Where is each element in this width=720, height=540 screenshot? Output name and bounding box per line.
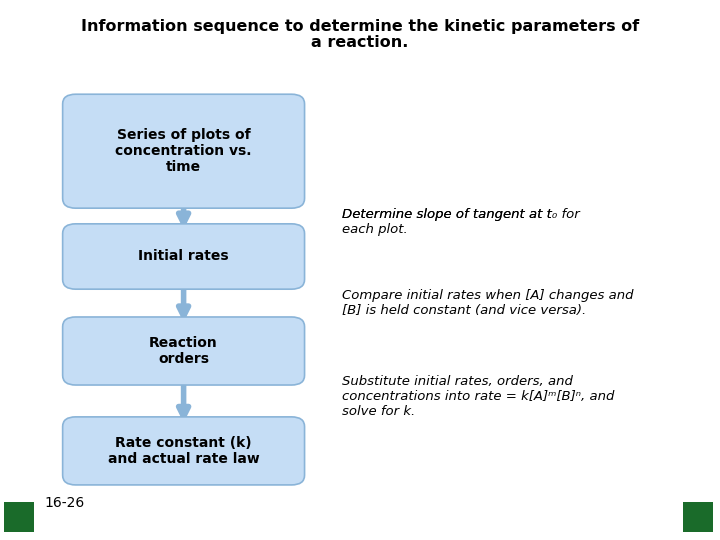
Text: Substitute initial rates, orders, and
concentrations into rate = k[A]ᵐ[B]ⁿ, and
: Substitute initial rates, orders, and co… bbox=[342, 375, 614, 418]
FancyBboxPatch shape bbox=[63, 417, 305, 485]
Text: Rate constant (k)
and actual rate law: Rate constant (k) and actual rate law bbox=[108, 436, 259, 466]
Text: Determine slope of tangent at t: Determine slope of tangent at t bbox=[342, 208, 552, 221]
Text: a reaction.: a reaction. bbox=[311, 35, 409, 50]
Text: Determine slope of tangent at t₀ for
each plot.: Determine slope of tangent at t₀ for eac… bbox=[342, 208, 580, 236]
FancyBboxPatch shape bbox=[4, 502, 34, 532]
FancyBboxPatch shape bbox=[63, 94, 305, 208]
FancyBboxPatch shape bbox=[683, 502, 713, 532]
Text: Reaction
orders: Reaction orders bbox=[149, 336, 218, 366]
Text: Series of plots of
concentration vs.
time: Series of plots of concentration vs. tim… bbox=[115, 128, 252, 174]
FancyBboxPatch shape bbox=[63, 224, 305, 289]
Text: Initial rates: Initial rates bbox=[138, 249, 229, 264]
Text: Compare initial rates when [A] changes and
[B] is held constant (and vice versa): Compare initial rates when [A] changes a… bbox=[342, 289, 634, 317]
Text: 16-26: 16-26 bbox=[45, 496, 85, 510]
FancyBboxPatch shape bbox=[63, 317, 305, 385]
Text: Information sequence to determine the kinetic parameters of: Information sequence to determine the ki… bbox=[81, 19, 639, 34]
